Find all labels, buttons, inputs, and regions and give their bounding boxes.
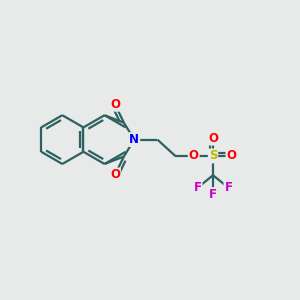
Text: O: O — [110, 169, 120, 182]
Text: N: N — [129, 133, 139, 146]
Text: O: O — [226, 149, 236, 162]
Text: O: O — [208, 132, 218, 145]
Text: S: S — [209, 149, 217, 162]
Text: F: F — [194, 181, 202, 194]
Text: F: F — [209, 188, 217, 201]
Text: O: O — [189, 149, 199, 162]
Text: F: F — [224, 181, 232, 194]
Text: O: O — [110, 98, 120, 111]
